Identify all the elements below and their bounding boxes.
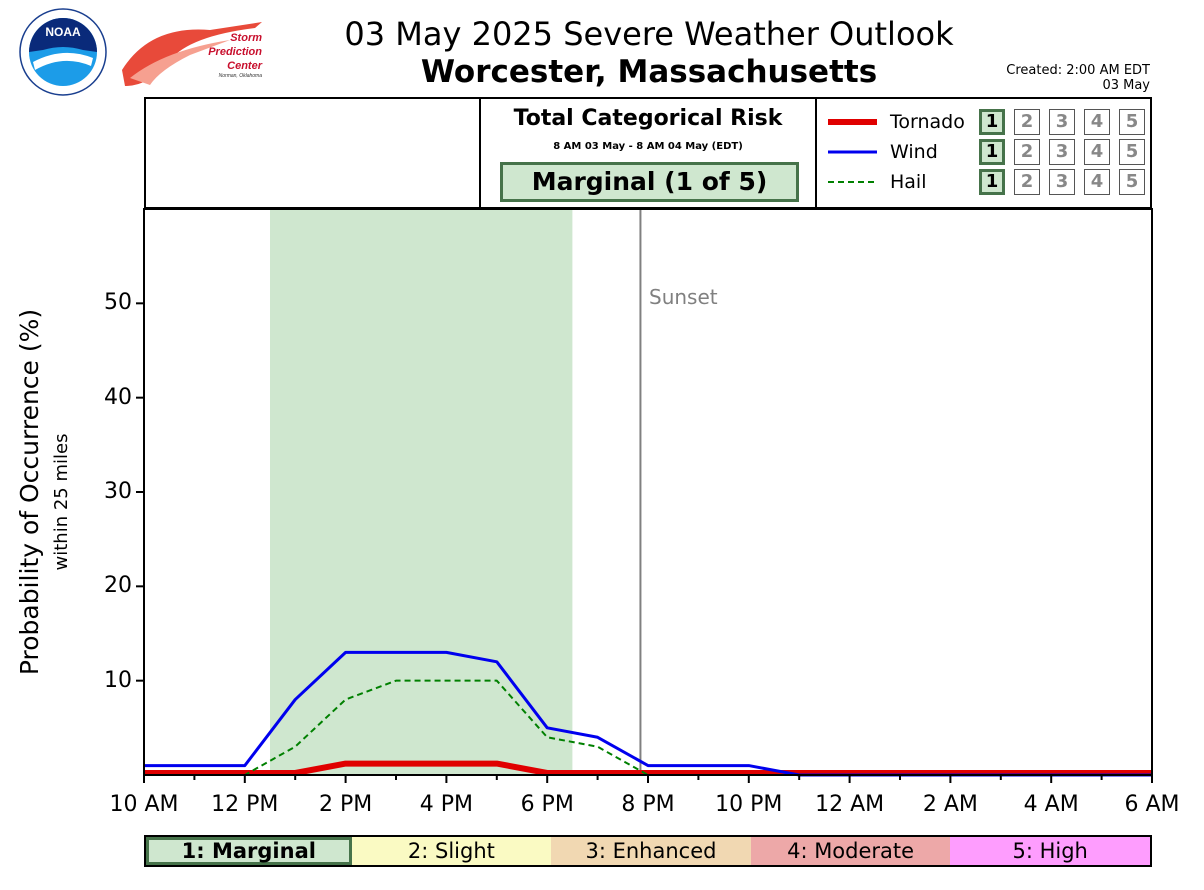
series-line-wind	[144, 650, 1152, 777]
risk-title: Total Categorical Risk	[513, 106, 783, 131]
x-tick-label: 4 AM	[1023, 792, 1079, 817]
level-box: 4	[1084, 109, 1110, 135]
location-subtitle: Worcester, Massachusetts	[420, 54, 878, 90]
level-box: 2	[1014, 169, 1040, 195]
x-tick-label: 2 AM	[922, 792, 978, 817]
svg-text:Norman, Oklahoma: Norman, Oklahoma	[219, 73, 263, 79]
created-line-1: Created: 2:00 AM EDT	[1006, 63, 1150, 78]
level-box: 2	[1014, 139, 1040, 165]
level-box: 3	[1049, 109, 1075, 135]
level-box: 1	[979, 169, 1005, 195]
level-box: 4	[1084, 169, 1110, 195]
level-box: 1	[979, 109, 1005, 135]
x-tick-label: 2 PM	[318, 792, 373, 817]
x-tick-label: 6 PM	[520, 792, 574, 817]
plot-frame	[143, 208, 1153, 776]
panel-divider-right	[815, 97, 817, 209]
category-cell: 3: Enhanced	[551, 837, 751, 865]
spc-logo: Storm Prediction Center Norman, Oklahoma	[122, 22, 263, 86]
panel-divider-left	[479, 97, 481, 209]
page-title: 03 May 2025 Severe Weather Outlook	[344, 15, 954, 53]
svg-text:Prediction: Prediction	[208, 46, 262, 58]
x-tick-label: 6 AM	[1124, 792, 1180, 817]
svg-text:Storm: Storm	[230, 32, 262, 44]
x-tick-label: 8 PM	[621, 792, 675, 817]
y-tick-label: 30	[104, 479, 132, 504]
noaa-logo-text: NOAA	[45, 25, 81, 39]
level-box: 5	[1119, 109, 1145, 135]
level-box: 5	[1119, 169, 1145, 195]
created-line-2: 03 May	[1102, 78, 1150, 93]
category-cell: 4: Moderate	[750, 837, 951, 865]
sunset-label: Sunset	[649, 285, 718, 309]
risk-period-shading	[270, 209, 573, 775]
category-scale-bar: 1: Marginal 2: Slight 3: Enhanced 4: Modera…	[144, 835, 1152, 867]
legend-label-tornado: Tornado	[890, 111, 965, 133]
category-cell: 5: High	[950, 837, 1150, 865]
y-tick-label: 50	[104, 290, 132, 316]
x-tick-label: 12 AM	[815, 792, 885, 817]
category-cell: 2: Slight	[351, 837, 552, 865]
svg-text:Center: Center	[227, 60, 263, 72]
level-box: 2	[1014, 109, 1040, 135]
level-box: 3	[1049, 139, 1075, 165]
y-axis-label: Probability of Occurrence (%)	[15, 308, 44, 676]
level-box: 1	[979, 139, 1005, 165]
x-tick-label: 10 AM	[109, 792, 179, 817]
risk-period: 8 AM 03 May - 8 AM 04 May (EDT)	[553, 141, 743, 152]
x-tick-label: 10 PM	[715, 792, 783, 817]
legend-label-wind: Wind	[890, 141, 938, 163]
series-line-hail	[144, 679, 1152, 776]
risk-category-badge: Marginal (1 of 5)	[500, 162, 799, 202]
created-timestamp: Created: 2:00 AM EDT 03 May	[1006, 63, 1150, 93]
level-box: 5	[1119, 139, 1145, 165]
level-box: 4	[1084, 139, 1110, 165]
y-tick-label: 10	[104, 667, 132, 693]
x-tick-label: 4 PM	[419, 792, 474, 817]
legend-label-hail: Hail	[890, 171, 927, 193]
x-tick-label: 12 PM	[211, 792, 279, 817]
series-line-tornado	[144, 760, 1152, 776]
category-cell: 1: Marginal	[146, 837, 352, 865]
y-tick-label: 40	[104, 384, 132, 410]
y-tick-label: 20	[104, 573, 132, 599]
level-box: 3	[1049, 169, 1075, 195]
